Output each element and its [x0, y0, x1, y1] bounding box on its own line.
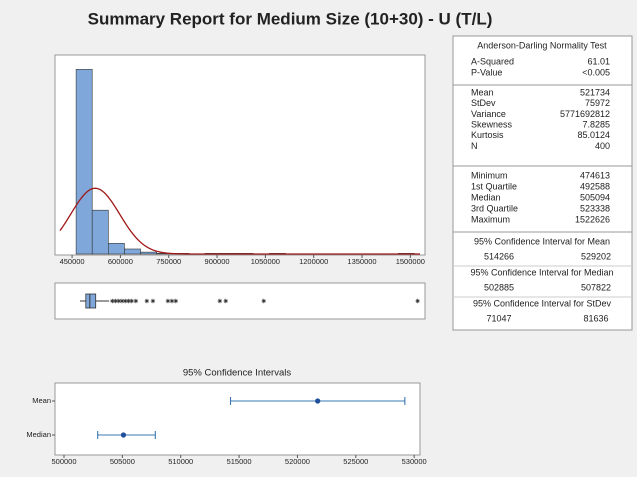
outlier [116, 298, 121, 304]
stat-value: 523338 [580, 203, 610, 213]
stat-label: P-Value [471, 67, 502, 77]
stat-value: 85.0124 [577, 130, 610, 140]
outlier [169, 298, 175, 304]
histogram-bar [108, 243, 125, 255]
stat-label: 3rd Quartile [471, 203, 518, 213]
y-tick-label: Mean [32, 396, 51, 405]
x-tick-label: 1500000 [396, 257, 425, 266]
x-tick-label: 1050000 [251, 257, 280, 266]
y-tick-label: Median [26, 430, 51, 439]
interval-upper: 507822 [581, 282, 611, 292]
interval-lower: 514266 [484, 251, 514, 261]
stat-label: Skewness [471, 119, 513, 129]
x-tick-label: 530000 [402, 457, 427, 466]
outlier [123, 298, 128, 304]
stat-label: Median [471, 192, 501, 202]
stat-label: Mean [471, 87, 494, 97]
x-tick-label: 1350000 [347, 257, 376, 266]
x-tick-label: 520000 [285, 457, 310, 466]
interval-heading: 95% Confidence Interval for StDev [473, 298, 612, 308]
x-tick-label: 750000 [156, 257, 181, 266]
interval-lower: 71047 [486, 313, 511, 323]
stat-value: 474613 [580, 170, 610, 180]
x-tick-label: 600000 [108, 257, 133, 266]
outlier [261, 298, 266, 304]
interval-upper: 529202 [581, 251, 611, 261]
outlier [217, 298, 223, 304]
outlier [110, 298, 115, 304]
estimate-point [315, 398, 321, 404]
stat-label: Maximum [471, 214, 510, 224]
stat-value: 5771692812 [560, 109, 610, 119]
stat-label: A-Squared [471, 56, 514, 66]
stat-value: 75972 [585, 98, 610, 108]
x-tick-label: 515000 [227, 457, 252, 466]
histogram-bar [75, 69, 93, 255]
stat-label: N [471, 141, 478, 151]
histogram-bar [124, 248, 141, 255]
stat-value: 1522626 [575, 214, 610, 224]
x-tick-label: 525000 [343, 457, 368, 466]
interval-title: 95% Confidence Intervals [183, 368, 292, 379]
histogram-panel [54, 54, 426, 256]
stat-value: 492588 [580, 181, 610, 191]
stat-label: 1st Quartile [471, 181, 517, 191]
outlier [119, 298, 125, 304]
outlier [133, 298, 139, 304]
report-title: Summary Report for Medium Size (10+30) -… [88, 9, 493, 28]
x-tick-label: 500000 [51, 457, 76, 466]
stat-value: 521734 [580, 87, 610, 97]
x-tick-label: 510000 [168, 457, 193, 466]
outlier [144, 298, 150, 304]
box [85, 293, 97, 309]
stat-label: StDev [471, 98, 496, 108]
stat-label: Kurtosis [471, 130, 504, 140]
outlier [113, 298, 118, 304]
outlier [415, 298, 420, 304]
outlier [129, 298, 134, 304]
interval-heading: 95% Confidence Interval for Median [470, 267, 613, 277]
stat-value: 7.8285 [582, 119, 610, 129]
stat-value: 505094 [580, 192, 610, 202]
interval-heading: 95% Confidence Interval for Mean [474, 236, 610, 246]
histogram-bar [140, 251, 157, 255]
x-tick-label: 1200000 [299, 257, 328, 266]
outlier [126, 298, 131, 304]
outlier [150, 298, 156, 304]
outlier [223, 298, 228, 304]
interval-lower: 502885 [484, 282, 514, 292]
outlier [173, 298, 179, 304]
x-tick-label: 900000 [205, 257, 230, 266]
x-tick-label: 450000 [60, 257, 85, 266]
estimate-point [120, 432, 127, 438]
stat-value: 400 [595, 141, 610, 151]
stat-value: <0.005 [582, 67, 610, 77]
interval-upper: 81636 [583, 313, 608, 323]
stat-value: 61.01 [587, 56, 610, 66]
outlier [165, 298, 171, 304]
interval [97, 431, 156, 439]
stat-label: Variance [471, 109, 506, 119]
stat-label: Minimum [471, 170, 508, 180]
normal-fit [59, 187, 420, 255]
histogram-bar [91, 209, 109, 255]
x-tick-label: 505000 [110, 457, 135, 466]
interval-panel [54, 382, 421, 456]
stats-header: Anderson-Darling Normality Test [477, 40, 607, 50]
